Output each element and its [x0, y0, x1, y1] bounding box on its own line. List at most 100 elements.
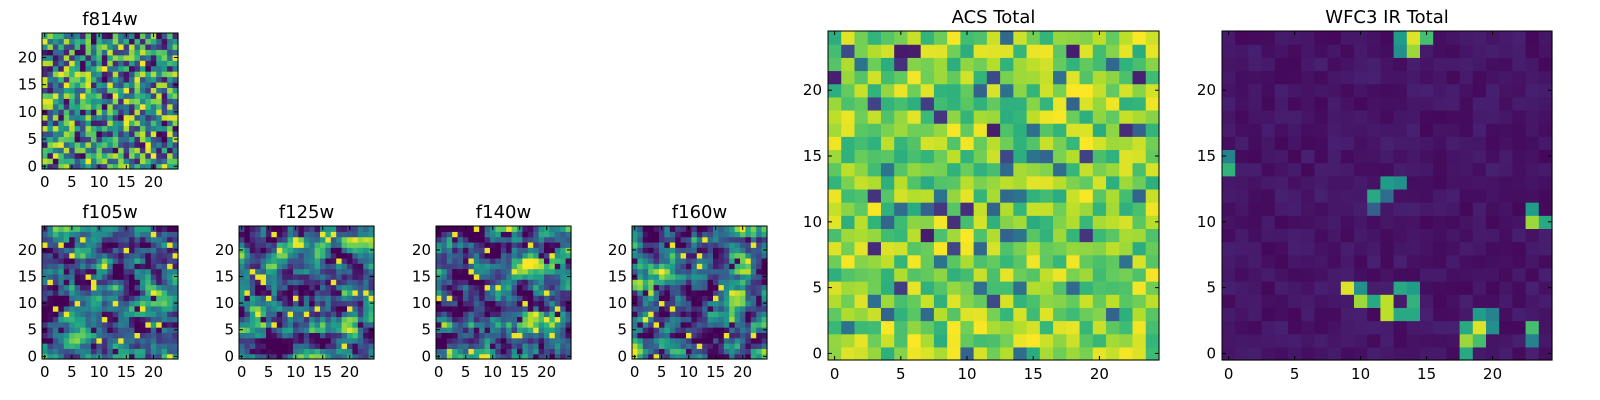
heatmap-cell — [1486, 215, 1500, 229]
heatmap-cell — [161, 247, 168, 254]
heatmap-cell — [745, 226, 752, 232]
heatmap-cell — [473, 226, 480, 232]
heatmap-cell — [58, 76, 65, 83]
heatmap-cell — [756, 279, 763, 286]
heatmap-cell — [161, 332, 168, 339]
heatmap-cell — [648, 236, 655, 243]
heatmap-cell — [522, 353, 529, 360]
heatmap-cell — [828, 254, 842, 269]
heatmap-cell — [330, 327, 337, 333]
heatmap-cell — [1406, 215, 1421, 229]
heatmap-cell — [139, 337, 146, 344]
heatmap-cell — [637, 289, 644, 296]
heatmap-cell — [139, 263, 146, 270]
heatmap-cell — [1314, 267, 1329, 282]
heatmap-cell — [511, 311, 518, 318]
heatmap-cell — [947, 241, 961, 256]
heatmap-cell — [723, 257, 730, 264]
heatmap-cell — [527, 327, 534, 333]
heatmap-cell — [107, 125, 114, 132]
heatmap-cell — [669, 316, 676, 323]
heatmap-cell — [648, 279, 655, 286]
heatmap-cell — [533, 231, 540, 238]
heatmap-cell — [90, 348, 97, 355]
heatmap-cell — [101, 87, 108, 94]
heatmap-cell — [1525, 109, 1540, 124]
heatmap-cell — [90, 92, 97, 99]
heatmap-cell — [139, 305, 146, 312]
heatmap-cell — [554, 257, 561, 264]
heatmap-cell — [1013, 215, 1028, 229]
heatmap-cell — [85, 65, 92, 72]
heatmap-cell — [80, 136, 87, 143]
heatmap-cell — [123, 332, 130, 339]
heatmap-cell — [986, 241, 1001, 256]
heatmap-cell — [517, 284, 523, 291]
heatmap-cell — [63, 231, 70, 238]
heatmap-cell — [686, 295, 692, 302]
x-tick-label: 20 — [1090, 365, 1109, 383]
heatmap-cell — [734, 332, 741, 339]
heatmap-cell — [352, 321, 359, 328]
heatmap-cell — [1472, 346, 1487, 361]
heatmap-cell — [129, 87, 136, 94]
heatmap-cell — [161, 231, 168, 238]
heatmap-cell — [47, 300, 54, 307]
heatmap-cell — [1119, 241, 1134, 256]
heatmap-cell — [463, 284, 469, 291]
heatmap-cell — [506, 279, 513, 286]
heatmap-cell — [1472, 31, 1487, 45]
heatmap-cell — [139, 81, 146, 88]
heatmap-cell — [1301, 333, 1315, 348]
heatmap-cell — [271, 316, 278, 323]
heatmap-cell — [298, 257, 305, 264]
heatmap-cell — [58, 348, 65, 355]
heatmap-cell — [560, 289, 567, 296]
heatmap-cell — [172, 43, 179, 50]
heatmap-cell — [69, 236, 76, 243]
heatmap-cell — [330, 343, 337, 349]
heatmap-cell — [255, 268, 262, 275]
heatmap-cell — [63, 130, 70, 137]
heatmap-cell — [527, 257, 534, 264]
heatmap-cell — [134, 289, 141, 296]
heatmap-cell — [123, 295, 130, 302]
heatmap-cell — [648, 231, 655, 238]
heatmap-cell — [134, 236, 141, 243]
heatmap-cell — [293, 268, 299, 275]
heatmap-cell — [172, 71, 179, 78]
heatmap-cell — [287, 316, 294, 323]
heatmap-cell — [52, 141, 59, 148]
heatmap-cell — [723, 273, 730, 280]
heatmap-cell — [47, 337, 54, 344]
heatmap-cell — [123, 71, 130, 78]
heatmap-cell — [1446, 333, 1461, 348]
heatmap-cell — [80, 343, 87, 349]
heatmap-cell — [1393, 307, 1408, 322]
heatmap-cell — [167, 76, 174, 83]
heatmap-cell — [1393, 188, 1408, 203]
heatmap-cell — [96, 43, 103, 50]
heatmap-cell — [1499, 109, 1513, 124]
heatmap-cell — [1512, 96, 1527, 111]
heatmap-cell — [691, 311, 698, 318]
heatmap-cell — [854, 294, 869, 308]
heatmap-cell — [139, 33, 146, 40]
heatmap-cell — [156, 43, 163, 50]
heatmap-cell — [330, 279, 337, 286]
heatmap-cell — [1119, 44, 1134, 58]
heatmap-cell — [107, 43, 114, 50]
heatmap-cell — [1053, 44, 1067, 58]
heatmap-cell — [145, 332, 152, 339]
heatmap-cell — [1026, 320, 1041, 335]
heatmap-cell — [363, 348, 370, 355]
heatmap-cell — [538, 316, 545, 323]
heatmap-cell — [1106, 96, 1120, 111]
heatmap-cell — [517, 300, 523, 307]
heatmap-cell — [167, 353, 174, 360]
heatmap-cell — [1354, 202, 1368, 216]
heatmap-cell — [522, 268, 529, 275]
heatmap-cell — [123, 98, 130, 105]
heatmap-cell — [276, 327, 283, 333]
heatmap-cell — [637, 252, 644, 259]
